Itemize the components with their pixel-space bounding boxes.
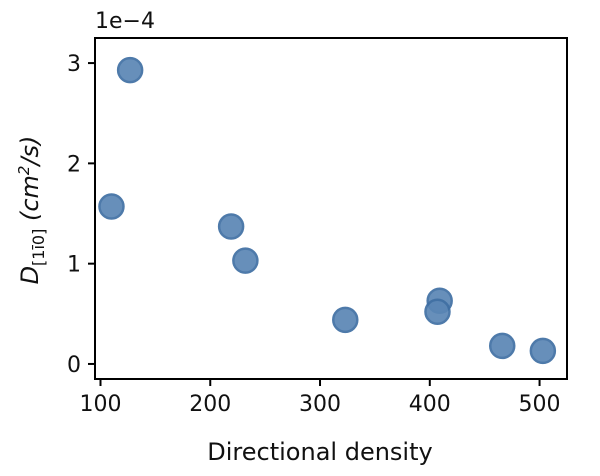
x-tick-label: 400 [409, 392, 451, 417]
y-tick-label: 1 [67, 253, 81, 278]
data-point [529, 337, 557, 365]
y-axis: 0 1 2 3 [67, 52, 95, 378]
x-tick-label: 200 [189, 392, 231, 417]
data-point [332, 306, 359, 334]
y-offset-text: 1e−4 [95, 9, 155, 34]
x-axis: 100 200 300 400 500 [79, 379, 561, 417]
y-tick-label: 0 [67, 353, 81, 378]
data-point [488, 332, 516, 360]
y-axis-label-units-suffix: /s) [16, 136, 44, 168]
points-layer [98, 56, 557, 365]
x-axis-label: Directional density [207, 438, 432, 466]
y-axis-label-units-sup: 2 [15, 166, 33, 176]
y-axis-label-symbol: D [16, 266, 44, 284]
y-axis-label: D[1ī0] (cm2/s) [15, 136, 48, 285]
data-point [217, 213, 245, 240]
y-tick-label: 3 [67, 52, 81, 77]
x-tick-label: 100 [79, 392, 121, 417]
y-tick-label: 2 [67, 152, 81, 177]
x-tick-label: 500 [519, 392, 561, 417]
data-point [424, 298, 451, 326]
y-axis-label-subscript: [1ī0] [29, 229, 48, 266]
data-point [116, 56, 144, 84]
x-tick-label: 300 [299, 392, 341, 417]
y-axis-label-units-prefix: (cm [16, 175, 44, 229]
plot-frame [94, 37, 568, 380]
data-point [232, 247, 259, 274]
data-point [98, 193, 125, 220]
